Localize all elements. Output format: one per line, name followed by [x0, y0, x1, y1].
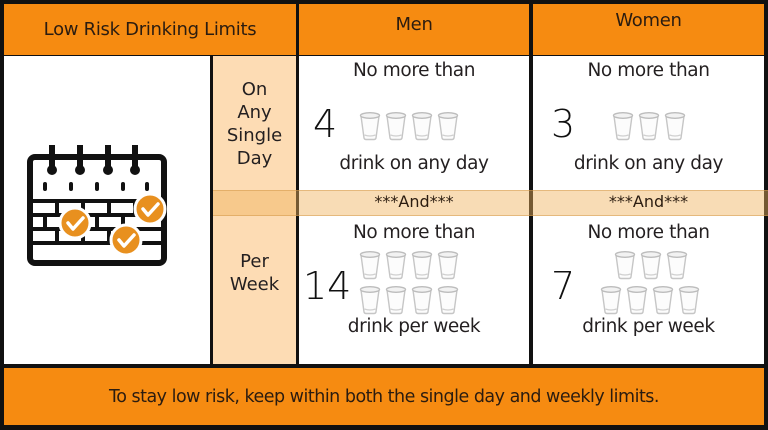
header-title: Low Risk Drinking Limits — [43, 19, 257, 40]
row-label-single-day: On Any Single Day — [226, 79, 283, 169]
men-day-glasses — [359, 111, 459, 141]
men-week-number: 14 — [303, 264, 352, 308]
women-week-suffix: drink per week — [582, 316, 715, 337]
drink-glass-icon — [612, 112, 634, 141]
calendar-cell — [4, 56, 210, 364]
women-week-glasses-row-1 — [614, 250, 688, 280]
men-week-prefix: No more than — [352, 222, 476, 243]
footer-text: To stay low risk, keep within both the s… — [108, 386, 660, 407]
women-day-glasses — [612, 111, 686, 141]
drink-glass-icon — [600, 286, 622, 315]
and-separator-men: ***And*** — [374, 192, 454, 211]
drink-glass-icon — [411, 251, 433, 280]
drink-glass-icon — [678, 286, 700, 315]
drink-glass-icon — [411, 112, 433, 141]
men-day-suffix: drink on any day — [339, 153, 489, 174]
header-men-cell: Men — [299, 4, 529, 55]
calendar-check-icon — [27, 145, 167, 266]
drink-glass-icon — [437, 251, 459, 280]
drink-glass-icon — [359, 286, 381, 315]
header-women: Women — [615, 10, 682, 31]
header-women-cell: Women — [533, 4, 764, 55]
drink-glass-icon — [640, 251, 662, 280]
men-week-glasses-row-2 — [359, 285, 459, 315]
header-title-cell: Low Risk Drinking Limits — [4, 4, 296, 55]
drink-glass-icon — [359, 251, 381, 280]
drink-glass-icon — [437, 286, 459, 315]
men-day-prefix: No more than — [352, 60, 476, 81]
women-week-glasses-row-2 — [600, 285, 700, 315]
drink-glass-icon — [664, 112, 686, 141]
men-day-number: 4 — [313, 102, 338, 146]
drink-glass-icon — [385, 286, 407, 315]
header-men: Men — [395, 14, 433, 35]
drink-glass-icon — [437, 112, 459, 141]
drink-glass-icon — [385, 251, 407, 280]
drink-glass-icon — [385, 112, 407, 141]
footer-banner: To stay low risk, keep within both the s… — [4, 368, 764, 425]
drink-glass-icon — [638, 112, 660, 141]
men-week-glasses-row-1 — [359, 250, 459, 280]
drink-glass-icon — [359, 112, 381, 141]
drink-glass-icon — [614, 251, 636, 280]
drink-glass-icon — [626, 286, 648, 315]
drink-glass-icon — [666, 251, 688, 280]
men-week-suffix: drink per week — [347, 316, 481, 337]
drink-glass-icon — [411, 286, 433, 315]
row-label-column — [213, 56, 296, 364]
women-week-number: 7 — [551, 264, 576, 308]
women-day-suffix: drink on any day — [573, 153, 724, 174]
women-week-prefix: No more than — [587, 222, 710, 243]
and-separator-women: ***And*** — [608, 192, 689, 211]
row-label-per-week: Per Week — [229, 251, 280, 295]
drink-glass-icon — [652, 286, 674, 315]
women-day-prefix: No more than — [587, 60, 710, 81]
women-day-number: 3 — [551, 102, 576, 146]
men-column — [299, 56, 529, 364]
women-column — [533, 56, 764, 364]
